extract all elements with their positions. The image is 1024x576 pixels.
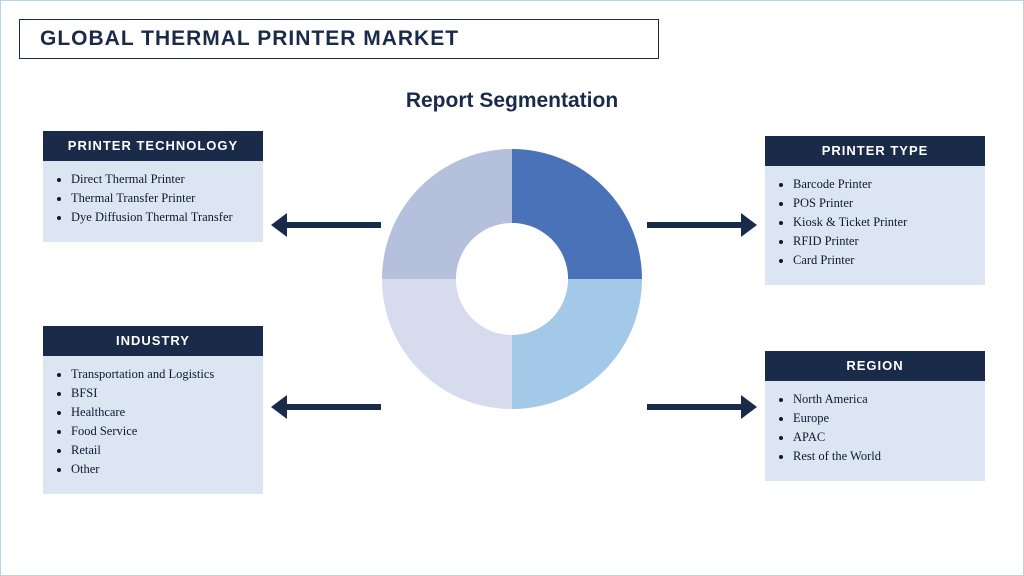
arrow-left-lower: [281, 401, 381, 413]
segment-printer-type: PRINTER TYPE Barcode Printer POS Printer K…: [765, 136, 985, 285]
segment-header: INDUSTRY: [43, 326, 263, 356]
list-item: Retail: [71, 442, 253, 459]
list-item: Thermal Transfer Printer: [71, 190, 253, 207]
arrow-right-upper: [647, 219, 747, 231]
segment-body: Transportation and Logistics BFSI Healthca…: [43, 356, 263, 493]
arrow-left-upper: [281, 219, 381, 231]
segment-list: Direct Thermal Printer Thermal Transfer P…: [53, 171, 253, 226]
list-item: APAC: [793, 429, 975, 446]
list-item: North America: [793, 391, 975, 408]
segment-industry: INDUSTRY Transportation and Logistics BFS…: [43, 326, 263, 494]
list-item: Food Service: [71, 423, 253, 440]
segment-body: Direct Thermal Printer Thermal Transfer P…: [43, 161, 263, 242]
page-title-bar: GLOBAL THERMAL PRINTER MARKET: [19, 19, 659, 59]
list-item: Europe: [793, 410, 975, 427]
segment-header: PRINTER TECHNOLOGY: [43, 131, 263, 161]
segment-body: North America Europe APAC Rest of the World: [765, 381, 985, 481]
segment-list: North America Europe APAC Rest of the World: [775, 391, 975, 465]
segment-body: Barcode Printer POS Printer Kiosk & Ticket…: [765, 166, 985, 284]
list-item: Kiosk & Ticket Printer: [793, 214, 975, 231]
subtitle: Report Segmentation: [406, 89, 618, 113]
segment-list: Transportation and Logistics BFSI Healthca…: [53, 366, 253, 477]
list-item: Other: [71, 461, 253, 478]
list-item: Card Printer: [793, 252, 975, 269]
list-item: Dye Diffusion Thermal Transfer: [71, 209, 253, 226]
list-item: Healthcare: [71, 404, 253, 421]
page-title: GLOBAL THERMAL PRINTER MARKET: [40, 27, 638, 51]
segment-header: REGION: [765, 351, 985, 381]
donut-chart: [382, 149, 642, 409]
list-item: Direct Thermal Printer: [71, 171, 253, 188]
segment-region: REGION North America Europe APAC Rest of th…: [765, 351, 985, 481]
arrow-right-lower: [647, 401, 747, 413]
donut-center: [456, 223, 568, 335]
list-item: Transportation and Logistics: [71, 366, 253, 383]
list-item: Rest of the World: [793, 448, 975, 465]
list-item: Barcode Printer: [793, 176, 975, 193]
list-item: BFSI: [71, 385, 253, 402]
list-item: POS Printer: [793, 195, 975, 212]
segment-header: PRINTER TYPE: [765, 136, 985, 166]
list-item: RFID Printer: [793, 233, 975, 250]
segment-list: Barcode Printer POS Printer Kiosk & Ticket…: [775, 176, 975, 268]
segment-printer-technology: PRINTER TECHNOLOGY Direct Thermal Printe…: [43, 131, 263, 242]
